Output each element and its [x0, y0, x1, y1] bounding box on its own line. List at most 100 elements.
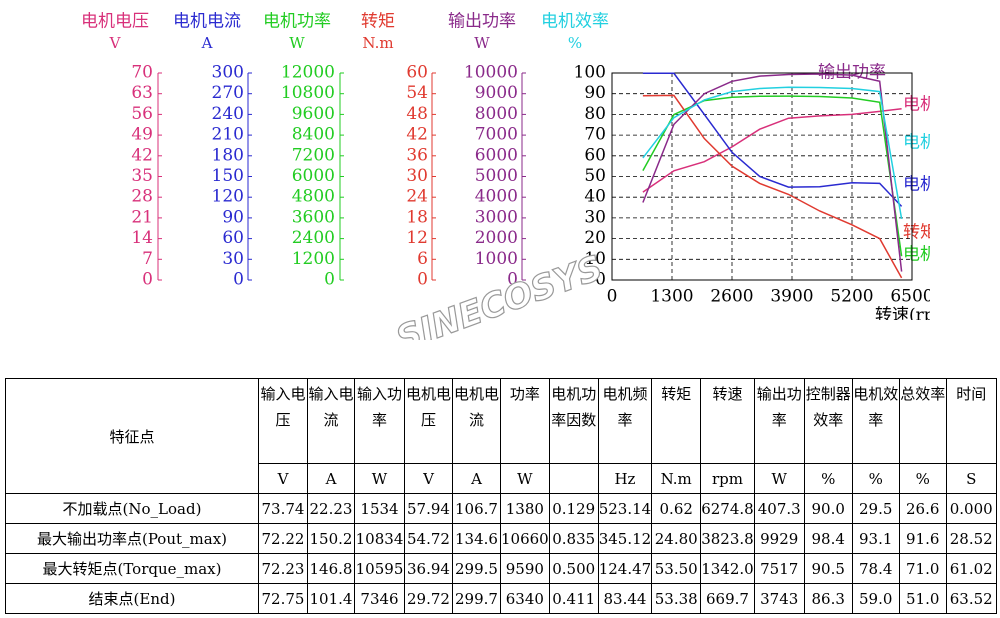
data-row: 最大转矩点(Torque_max) 72.23 146.8 10595 36.94 299…: [5, 553, 997, 584]
y-tick-label: 0: [595, 270, 606, 290]
y-tick-label: 240: [212, 104, 244, 124]
series-line: [642, 86, 903, 220]
table-cell: 29.72: [404, 583, 453, 614]
axis-title: 电机电流: [173, 12, 241, 32]
y-tick-label: 10000: [464, 63, 518, 83]
table-cell: 72.22: [258, 523, 308, 554]
table-cell: 61.02: [945, 553, 997, 584]
y-tick-label: 60: [584, 145, 606, 165]
y-tick-label: 56: [131, 104, 153, 124]
series-line: [642, 72, 903, 207]
table-cell: 124.47: [597, 553, 653, 584]
table-cell: 电机电流: [452, 378, 501, 464]
table-cell: 134.6: [452, 523, 501, 554]
table-cell: 91.6: [898, 523, 947, 554]
axis-unit: W: [474, 34, 490, 52]
table-cell: 86.3: [803, 583, 853, 614]
axis-title: 电机效率: [541, 12, 609, 32]
y-tick-label: 54: [406, 83, 428, 103]
table-cell: 10834: [354, 523, 405, 554]
y-tick-label: 7000: [475, 125, 518, 145]
x-tick-label: 6500: [890, 287, 933, 307]
table-cell: 90.5: [803, 553, 853, 584]
y-tick-label: 8000: [475, 104, 518, 124]
table-cell: 26.6: [898, 493, 947, 524]
x-tick-label: 2600: [710, 287, 753, 307]
table-cell: 22.23: [307, 493, 355, 524]
axis-title: 电机电压: [81, 12, 149, 32]
y-tick-label: 0: [417, 270, 428, 290]
table-cell: 时间: [945, 378, 997, 464]
y-tick-label: 10: [584, 249, 606, 269]
x-tick-label: 5200: [830, 287, 873, 307]
x-axis-label: 转速(rpm): [875, 306, 957, 326]
table-cell: 90.0: [803, 493, 853, 524]
table-cell: V: [258, 463, 308, 494]
plot-frame: [611, 72, 913, 281]
table-cell: 669.7: [700, 583, 755, 614]
table-cell: W: [500, 463, 550, 494]
series-label: 电机电压: [903, 95, 971, 115]
table-cell: 1534: [354, 493, 405, 524]
table-cell: 7346: [354, 583, 405, 614]
y-tick-label: 42: [406, 125, 428, 145]
y-tick-label: 300: [212, 63, 244, 83]
y-tick-label: 6000: [292, 166, 335, 186]
table-cell: [548, 463, 599, 494]
table-cell: 1342.0: [700, 553, 755, 584]
y-tick-label: 4000: [475, 187, 518, 207]
y-tick-label: 6000: [475, 145, 518, 165]
y-tick-label: 0: [233, 270, 244, 290]
data-row: 最大输出功率点(Pout_max) 72.22 150.2 10834 54.72 134…: [5, 523, 997, 554]
table-cell: 72.23: [258, 553, 308, 584]
y-tick-label: 21: [131, 207, 153, 227]
y-tick-label: 2400: [292, 228, 335, 248]
table: 特征点 输入电压 输入电流 输入功率 电机电压 电机电流 功率 电机功率因数 电机频率 转矩 转速输…: [5, 378, 997, 614]
table-cell: 电机功率因数: [548, 378, 599, 464]
table-cell: 电机频率: [597, 378, 653, 464]
table-cell: Hz: [597, 463, 653, 494]
table-cell: 3823.8: [700, 523, 755, 554]
table-cell: 407.3: [753, 493, 805, 524]
table-cell: 78.4: [851, 553, 900, 584]
y-tick-label: 30: [584, 207, 606, 227]
y-tick-label: 2000: [475, 228, 518, 248]
table-cell: 0.835: [548, 523, 599, 554]
y-tick-label: 40: [584, 187, 606, 207]
series-line: [642, 107, 902, 193]
table-cell: 最大转矩点(Torque_max): [5, 553, 259, 584]
table-cell: 输入功率: [354, 378, 405, 464]
table-cell: 71.0: [898, 553, 947, 584]
table-cell: 转速: [700, 378, 755, 464]
y-tick-label: 90: [222, 207, 244, 227]
y-tick-label: 180: [212, 145, 244, 165]
series-line: [642, 73, 903, 272]
table-cell: W: [354, 463, 405, 494]
table-cell: A: [307, 463, 355, 494]
table-cell: 63.52: [945, 583, 997, 614]
axis-unit: A: [201, 34, 213, 52]
y-tick-label: 7: [142, 249, 153, 269]
axis-unit: %: [568, 34, 582, 52]
table-cell: N.m: [651, 463, 702, 494]
axis-title: 电机功率: [263, 12, 331, 32]
axis-title: 转矩: [361, 12, 395, 32]
table-cell: 9590: [500, 553, 550, 584]
x-tick-label: 0: [607, 287, 618, 307]
table-cell: 9929: [753, 523, 805, 554]
y-tick-label: 49: [131, 125, 153, 145]
table-cell: 输入电流: [307, 378, 355, 464]
x-tick-label: 1300: [650, 287, 693, 307]
y-tick-label: 35: [131, 166, 153, 186]
table-cell: 51.0: [898, 583, 947, 614]
y-tick-label: 10800: [281, 83, 335, 103]
y-tick-label: 12: [406, 228, 428, 248]
table-cell: %: [898, 463, 947, 494]
table-cell: 0.500: [548, 553, 599, 584]
table-cell: 0.62: [651, 493, 702, 524]
table-cell: 29.5: [851, 493, 900, 524]
y-tick-label: 9600: [292, 104, 335, 124]
table-cell: 53.38: [651, 583, 702, 614]
data-row: 不加载点(No_Load) 73.74 22.23 1534 57.94 106.7 138…: [5, 493, 997, 524]
y-tick-label: 100: [574, 63, 606, 83]
